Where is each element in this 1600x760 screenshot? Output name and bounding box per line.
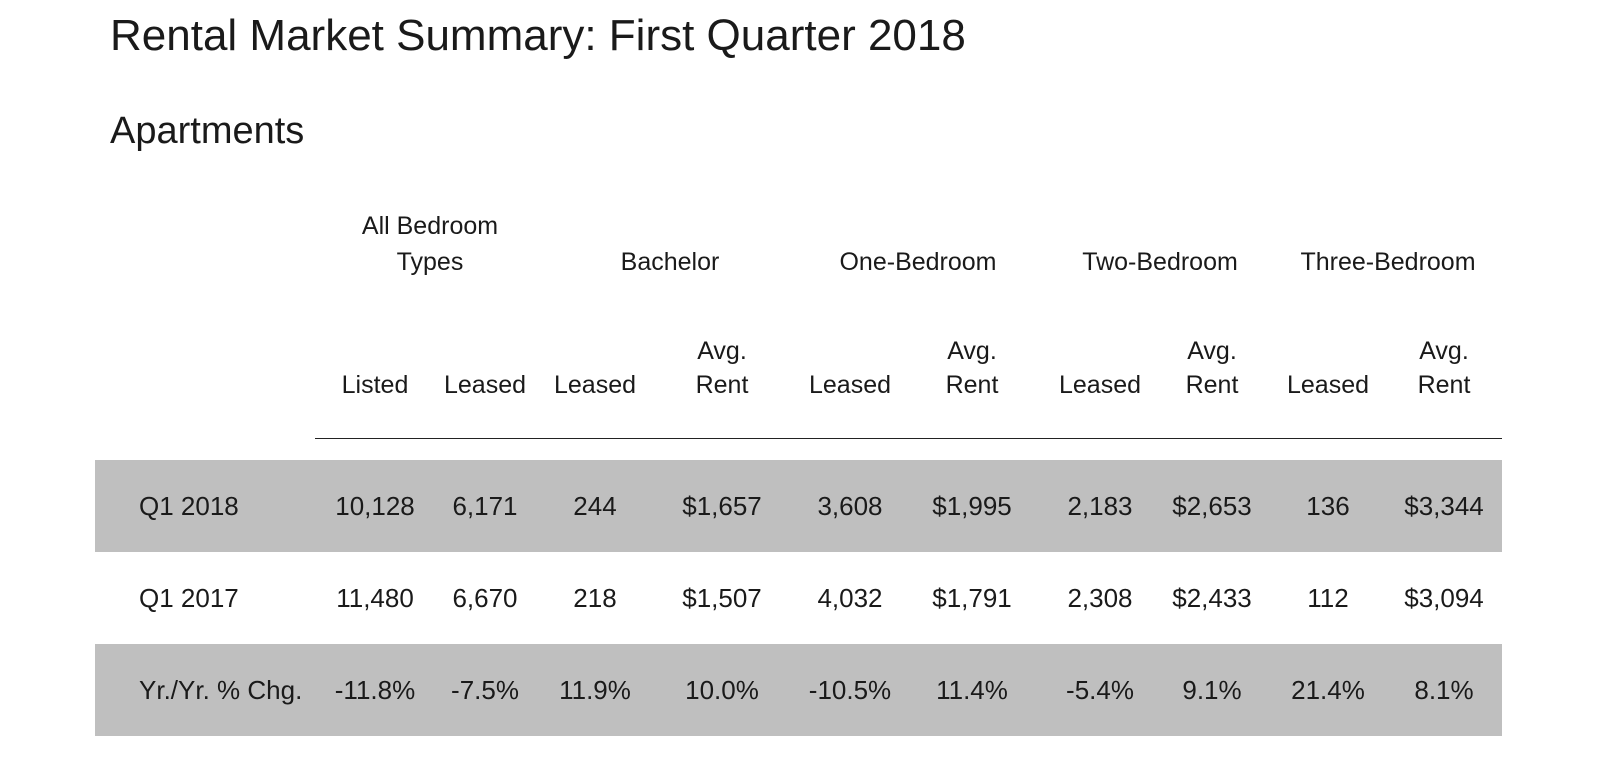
cell-one-bedroom-avg-rent: $1,995 <box>932 490 1012 521</box>
column-header-line2: Leased <box>443 371 527 399</box>
column-header-line1: Avg. <box>697 337 747 365</box>
table-row-q1-2018: Q1 2018 10,128 6,171 244 $1,657 3,608 $1… <box>95 460 1502 552</box>
column-header-three-bedroom-leased: Leased <box>1268 330 1388 402</box>
column-header-two-bedroom-avg-rent: Avg. Rent <box>1152 330 1272 402</box>
cell-bachelor-leased: 244 <box>573 490 617 521</box>
cell-one-bedroom-avg-rent: $1,791 <box>932 582 1012 613</box>
cell-bachelor-avg-rent: $1,657 <box>682 490 762 521</box>
cell-two-bedroom-avg-rent: $2,653 <box>1172 490 1252 521</box>
column-header-bachelor-leased: Leased <box>540 330 650 402</box>
column-header-line2: Rent <box>1185 371 1239 399</box>
cell-three-bedroom-leased: 112 <box>1307 582 1349 613</box>
cell-three-bedroom-leased: 21.4% <box>1291 674 1365 705</box>
column-header-line2: Rent <box>945 371 999 399</box>
cell-bachelor-leased: 11.9% <box>559 674 631 705</box>
group-header-line2: Types <box>396 248 464 276</box>
group-header-line2: Three-Bedroom <box>1300 248 1476 276</box>
group-header-line1: All Bedroom <box>361 212 499 240</box>
group-header-two-bedroom: Two-Bedroom <box>1060 208 1260 280</box>
cell-listed: -11.8% <box>334 674 416 705</box>
group-header-line2: Bachelor <box>620 248 720 276</box>
cell-three-bedroom-avg-rent: 8.1% <box>1414 674 1474 705</box>
column-header-listed: Listed <box>320 330 430 402</box>
column-header-line2: Rent <box>695 371 749 399</box>
column-header-one-bedroom-avg-rent: Avg. Rent <box>912 330 1032 402</box>
group-header-all-bedroom-types: All Bedroom Types <box>330 208 530 280</box>
cell-bachelor-avg-rent: $1,507 <box>682 582 762 613</box>
cell-listed: 10,128 <box>335 490 415 521</box>
cell-leased: -7.5% <box>451 674 519 705</box>
cell-one-bedroom-leased: -10.5% <box>808 674 892 705</box>
column-header-line1: Avg. <box>1419 337 1469 365</box>
cell-one-bedroom-leased: 4,032 <box>817 582 883 613</box>
cell-two-bedroom-avg-rent: 9.1% <box>1182 674 1242 705</box>
header-divider <box>315 438 1502 439</box>
cell-two-bedroom-avg-rent: $2,433 <box>1172 582 1252 613</box>
group-header-line2: Two-Bedroom <box>1082 248 1238 276</box>
table-row-q1-2017: Q1 2017 11,480 6,670 218 $1,507 4,032 $1… <box>95 552 1502 644</box>
column-header-one-bedroom-leased: Leased <box>790 330 910 402</box>
column-header-two-bedroom-leased: Leased <box>1040 330 1160 402</box>
row-label: Q1 2017 <box>139 582 239 613</box>
page-title: Rental Market Summary: First Quarter 201… <box>110 11 966 60</box>
column-header-leased: Leased <box>430 330 540 402</box>
column-header-line1: Avg. <box>1187 337 1237 365</box>
column-header-line2: Leased <box>808 371 892 399</box>
section-title: Apartments <box>110 110 305 152</box>
cell-three-bedroom-avg-rent: $3,094 <box>1404 582 1484 613</box>
cell-bachelor-avg-rent: 10.0% <box>685 674 759 705</box>
column-header-line2: Rent <box>1417 371 1471 399</box>
cell-three-bedroom-leased: 136 <box>1306 490 1350 521</box>
cell-two-bedroom-leased: -5.4% <box>1066 674 1134 705</box>
column-header-line2: Leased <box>1286 371 1370 399</box>
column-header-line2: Leased <box>553 371 637 399</box>
cell-one-bedroom-avg-rent: 11.4% <box>936 674 1008 705</box>
cell-one-bedroom-leased: 3,608 <box>817 490 883 521</box>
group-header-three-bedroom: Three-Bedroom <box>1288 208 1488 280</box>
cell-two-bedroom-leased: 2,308 <box>1067 582 1133 613</box>
column-header-three-bedroom-avg-rent: Avg. Rent <box>1384 330 1504 402</box>
column-header-line1: Avg. <box>947 337 997 365</box>
column-header-line2: Listed <box>341 371 409 399</box>
row-label: Yr./Yr. % Chg. <box>139 674 303 705</box>
cell-leased: 6,670 <box>452 582 518 613</box>
cell-bachelor-leased: 218 <box>573 582 617 613</box>
cell-listed: 11,480 <box>336 582 414 613</box>
column-header-line2: Leased <box>1058 371 1142 399</box>
table-row-yr-yr-change: Yr./Yr. % Chg. -11.8% -7.5% 11.9% 10.0% … <box>95 644 1502 736</box>
cell-three-bedroom-avg-rent: $3,344 <box>1404 490 1484 521</box>
group-header-line2: One-Bedroom <box>839 248 997 276</box>
group-header-bachelor: Bachelor <box>570 208 770 280</box>
column-header-bachelor-avg-rent: Avg. Rent <box>662 330 782 402</box>
cell-two-bedroom-leased: 2,183 <box>1067 490 1133 521</box>
row-label: Q1 2018 <box>139 490 239 521</box>
group-header-one-bedroom: One-Bedroom <box>818 208 1018 280</box>
cell-leased: 6,171 <box>452 490 518 521</box>
